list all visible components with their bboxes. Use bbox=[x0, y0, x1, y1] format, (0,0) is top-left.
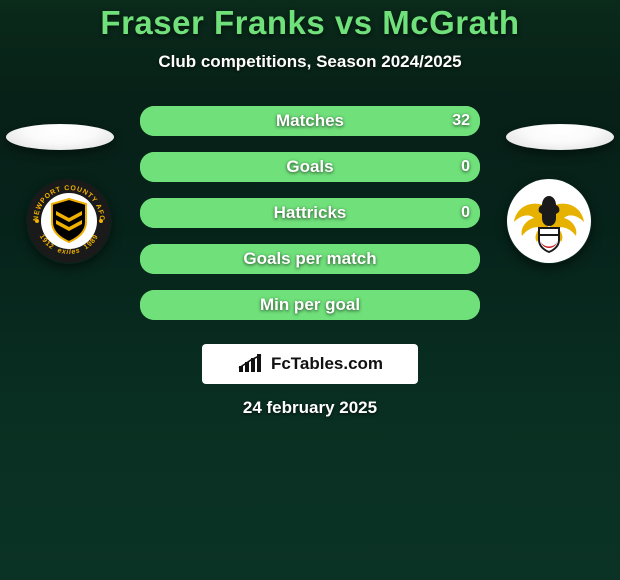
bars-icon bbox=[237, 354, 265, 374]
club-badge-right-svg bbox=[506, 178, 592, 264]
stat-row: Goals per match bbox=[140, 244, 480, 274]
player-photo-left bbox=[6, 124, 114, 150]
stat-label: Matches bbox=[140, 111, 480, 131]
stat-value-right: 0 bbox=[461, 158, 470, 176]
stat-label: Hattricks bbox=[140, 203, 480, 223]
player-photo-right bbox=[506, 124, 614, 150]
page-title: Fraser Franks vs McGrath bbox=[0, 0, 620, 42]
stat-value-right: 32 bbox=[452, 112, 470, 130]
club-badge-left: NEWPORT COUNTY AFC 1912 exiles 1989 bbox=[26, 178, 112, 264]
club-badge-left-svg: NEWPORT COUNTY AFC 1912 exiles 1989 bbox=[26, 178, 112, 264]
attribution-text: FcTables.com bbox=[271, 354, 383, 374]
stat-row: Hattricks0 bbox=[140, 198, 480, 228]
subtitle: Club competitions, Season 2024/2025 bbox=[0, 52, 620, 72]
stats-container: Matches32Goals0Hattricks0Goals per match… bbox=[140, 106, 480, 320]
stat-row: Matches32 bbox=[140, 106, 480, 136]
attribution-badge: FcTables.com bbox=[202, 344, 418, 384]
stat-row: Min per goal bbox=[140, 290, 480, 320]
club-badge-right bbox=[506, 178, 592, 264]
stat-row: Goals0 bbox=[140, 152, 480, 182]
stat-value-right: 0 bbox=[461, 204, 470, 222]
stat-label: Goals bbox=[140, 157, 480, 177]
stat-label: Min per goal bbox=[140, 295, 480, 315]
date-label: 24 february 2025 bbox=[0, 398, 620, 418]
stat-label: Goals per match bbox=[140, 249, 480, 269]
